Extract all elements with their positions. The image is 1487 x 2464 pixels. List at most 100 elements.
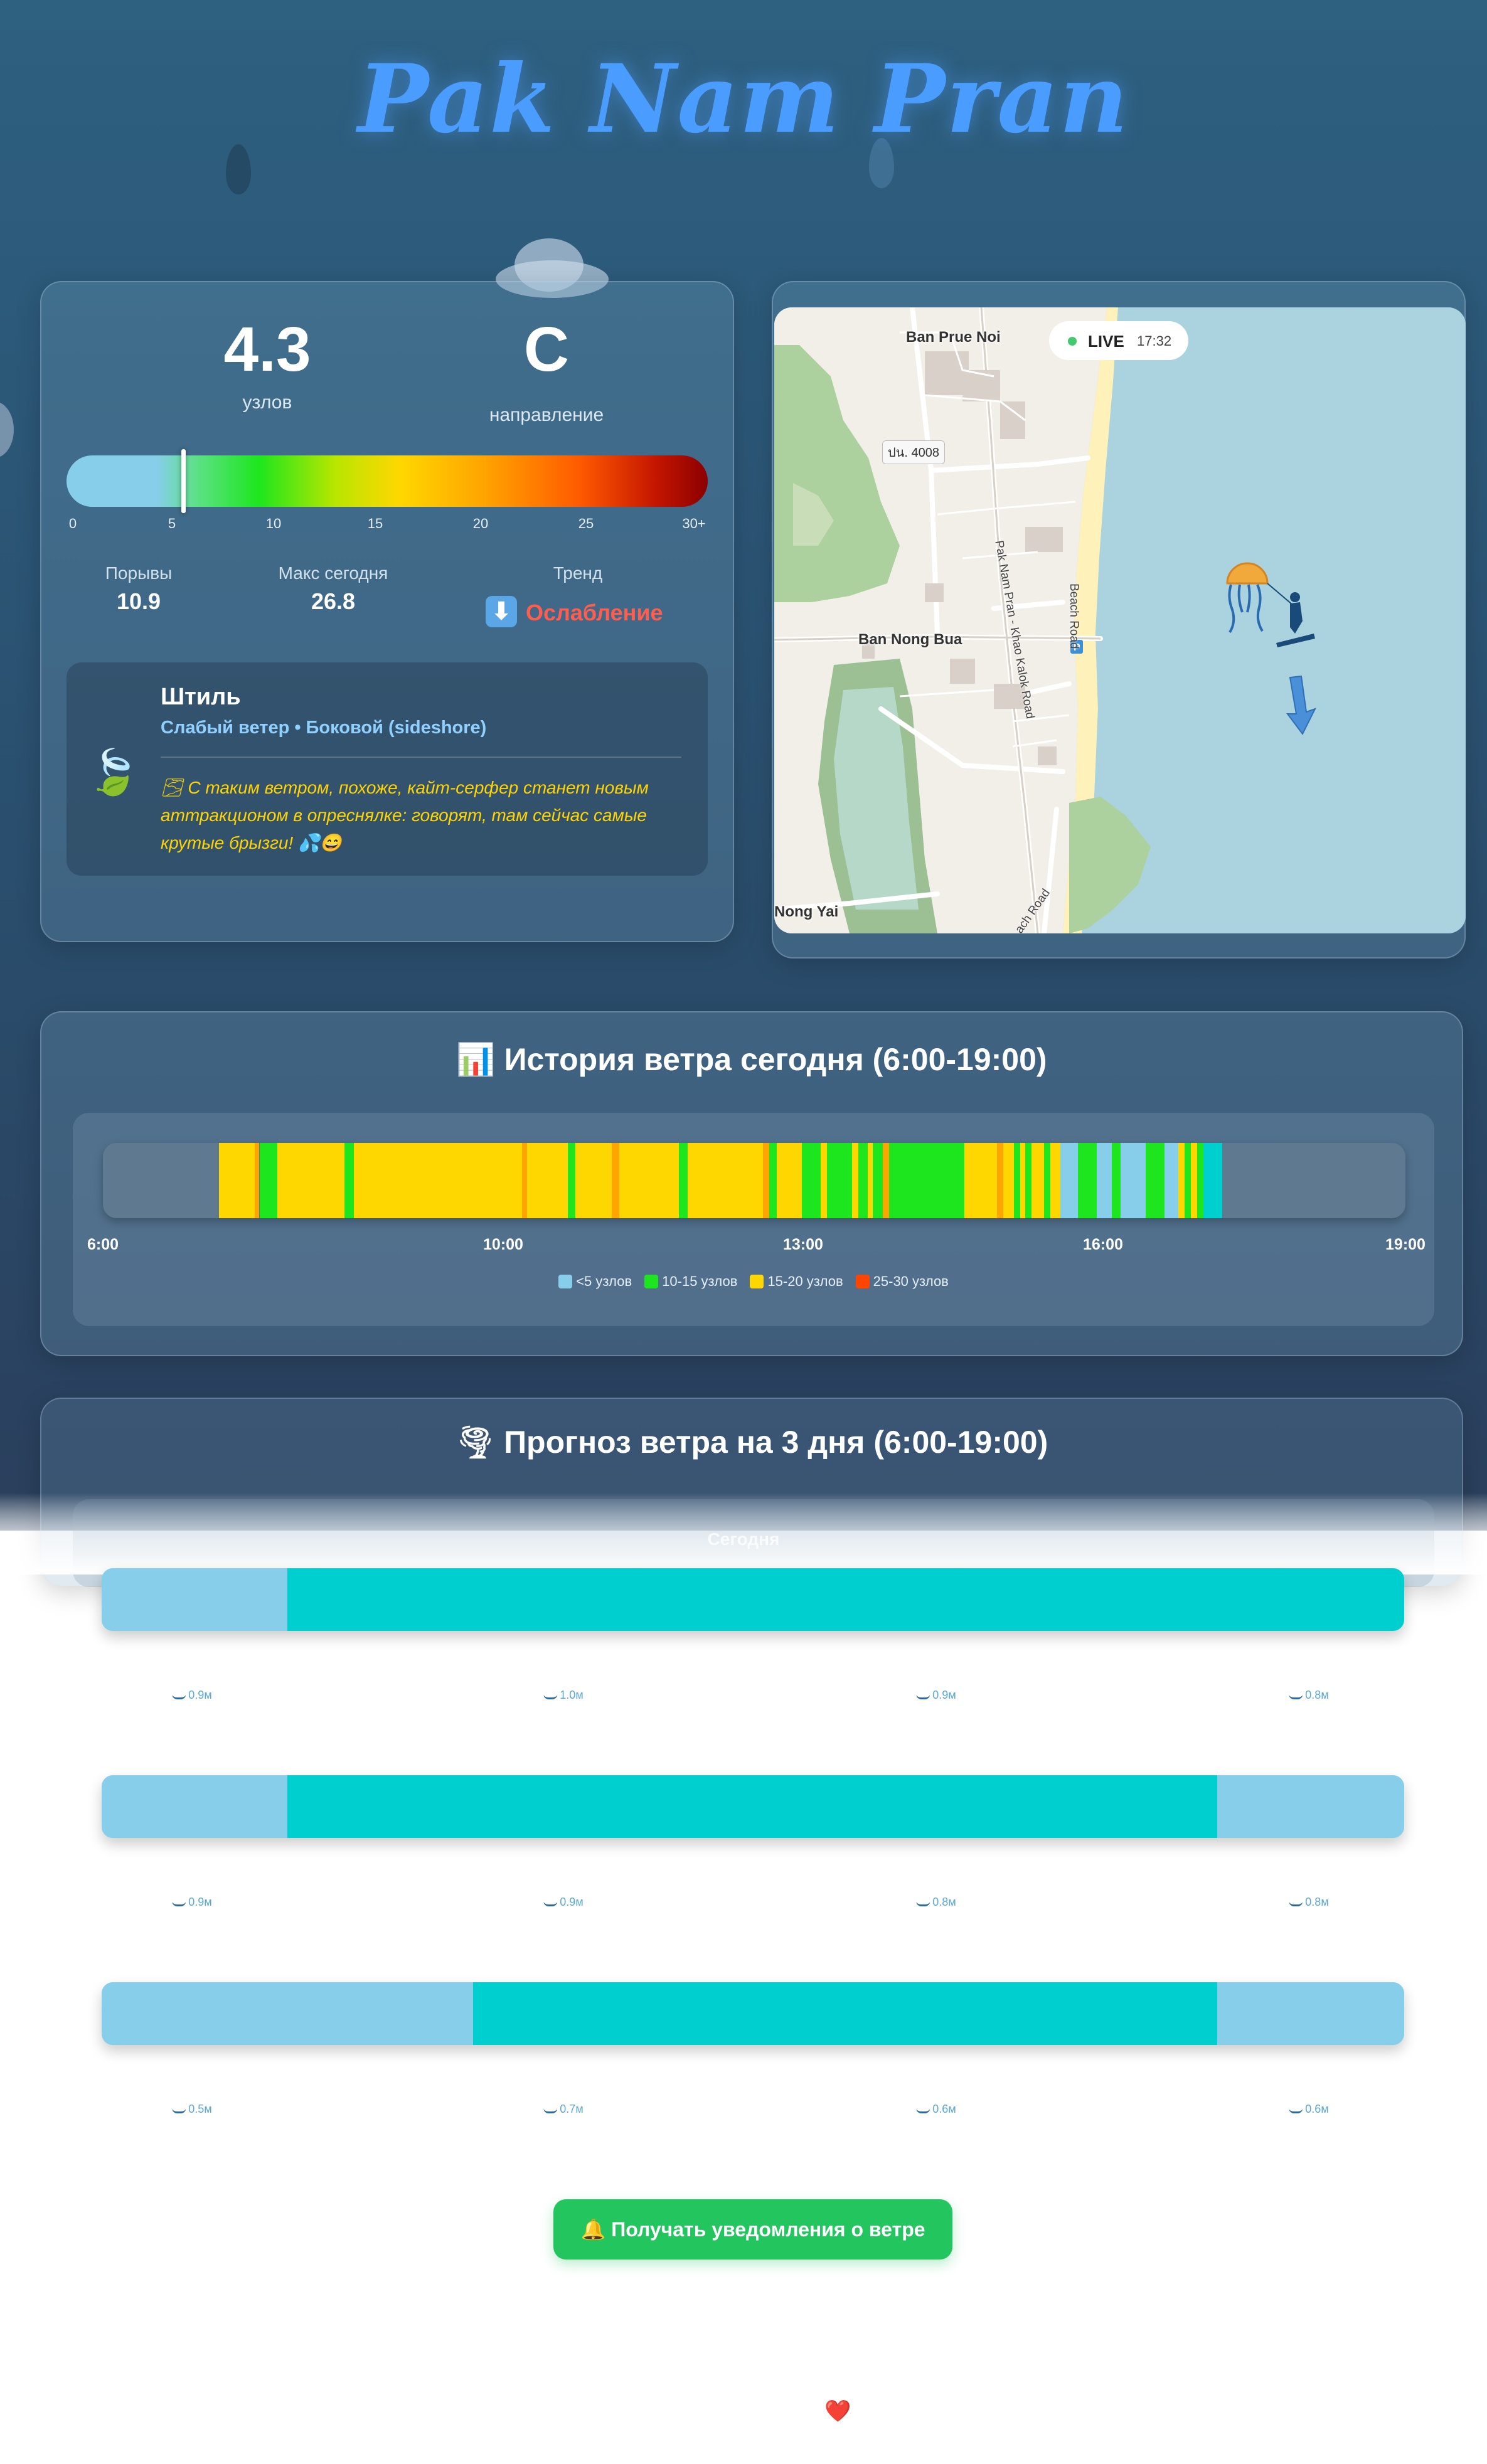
history-timeline[interactable] xyxy=(103,1143,1405,1218)
history-segment xyxy=(619,1143,679,1218)
history-tick-label: 10:00 xyxy=(483,1236,523,1253)
legend-label: <5 узлов xyxy=(576,1273,632,1289)
legend-swatch xyxy=(750,1275,764,1288)
forecast-segment xyxy=(102,1982,473,2045)
max-today-value: 26.8 xyxy=(311,588,356,614)
history-segment xyxy=(769,1143,777,1218)
wind-speed-scale xyxy=(67,449,708,513)
forecast-day-bar[interactable] xyxy=(102,1775,1404,1838)
history-segment xyxy=(1185,1143,1191,1218)
wave-height: 0.9м xyxy=(172,1689,212,1702)
wave-height-label: 1.0м xyxy=(560,1689,584,1701)
wave-height-label: 0.8м xyxy=(1305,1689,1329,1701)
history-tick-label: 13:00 xyxy=(783,1236,823,1253)
history-tick-label: 6:00 xyxy=(87,1236,119,1253)
legend-item: 10-15 узлов xyxy=(644,1273,737,1290)
scale-tick-label: 15 xyxy=(367,516,383,531)
condition-description: 🌫 С таким ветром, похоже, кайт-серфер ст… xyxy=(161,778,649,852)
history-segment xyxy=(1146,1143,1165,1218)
history-segment xyxy=(354,1143,522,1218)
page-title: Pak Nam Pran xyxy=(358,44,1129,154)
forecast-day-bar[interactable] xyxy=(102,1982,1404,2045)
history-segment xyxy=(1121,1143,1146,1218)
arrow-down-icon: ⬇ xyxy=(486,596,517,627)
live-label: LIVE xyxy=(1088,332,1124,351)
forecast-segment xyxy=(473,1982,1217,2045)
wave-icon xyxy=(543,1898,558,1906)
history-segment xyxy=(1112,1143,1121,1218)
heart-icon: ❤️ xyxy=(824,2399,851,2423)
max-today-label: Макс сегодня xyxy=(278,563,388,583)
history-segment xyxy=(821,1143,827,1218)
history-tick-label: 16:00 xyxy=(1083,1236,1123,1253)
current-wind-card: 4.3 узлов С направление 0 5 10 15 20 25 30+ По… xyxy=(40,281,734,942)
forecast-title: 🌪 Прогноз ветра на 3 дня (6:00-19:00) xyxy=(455,1425,1048,1460)
wave-height: 0.5м xyxy=(172,2103,212,2116)
history-segment xyxy=(679,1143,688,1218)
forecast-today-label: Сегодня xyxy=(707,1529,780,1549)
wave-height-label: 0.9м xyxy=(560,1896,584,1908)
history-legend: <5 узлов 10-15 узлов 15-20 узлов 25-30 узло… xyxy=(73,1273,1434,1290)
rain-drop-icon xyxy=(226,144,251,194)
condition-title: Штиль xyxy=(161,684,241,710)
wave-icon xyxy=(916,1898,930,1906)
wave-height-label: 0.6м xyxy=(1305,2103,1329,2115)
live-time: 17:32 xyxy=(1137,333,1172,349)
history-segment xyxy=(1050,1143,1060,1218)
map-label-ban-prue-noi: Ban Prue Noi xyxy=(906,329,1001,346)
history-segment xyxy=(883,1143,889,1218)
wave-height-label: 0.9м xyxy=(188,1689,212,1701)
history-segment xyxy=(858,1143,868,1218)
history-segment xyxy=(219,1143,255,1218)
wave-height: 1.0м xyxy=(543,1689,584,1702)
history-segment xyxy=(527,1143,568,1218)
wave-icon xyxy=(172,1691,186,1699)
forecast-segment xyxy=(102,1775,287,1838)
history-segment xyxy=(1060,1143,1078,1218)
wind-speed-unit: узлов xyxy=(242,392,292,413)
cloud-icon xyxy=(489,232,615,301)
map-label-beach-road: Beach Road xyxy=(1067,583,1080,649)
history-segment xyxy=(1165,1143,1178,1218)
history-segment xyxy=(1025,1143,1031,1218)
legend-label: 15-20 узлов xyxy=(767,1273,843,1289)
forecast-segment xyxy=(1217,1982,1404,2045)
history-segment xyxy=(827,1143,852,1218)
history-segment xyxy=(575,1143,612,1218)
history-segment xyxy=(1097,1143,1112,1218)
history-segment xyxy=(1197,1143,1203,1218)
kitesurfer-jellyfish-icon[interactable] xyxy=(1226,562,1315,647)
scale-tick-label: 5 xyxy=(168,516,176,531)
history-segment xyxy=(763,1143,769,1218)
map-label-ban-nong-bua: Ban Nong Bua xyxy=(858,631,962,648)
notify-button[interactable]: 🔔 Получать уведомления о ветре xyxy=(553,2199,952,2260)
wave-height-label: 0.6м xyxy=(932,2103,956,2115)
history-segment xyxy=(997,1143,1003,1218)
wave-height-label: 0.8м xyxy=(932,1896,956,1908)
history-segment xyxy=(255,1143,259,1218)
wave-icon xyxy=(172,2105,186,2113)
scale-tick-label: 30+ xyxy=(682,516,706,531)
wave-height: 0.6м xyxy=(1289,2103,1329,2116)
live-indicator-icon xyxy=(1068,337,1077,346)
legend-swatch xyxy=(558,1275,573,1288)
history-segment xyxy=(1031,1143,1044,1218)
divider xyxy=(161,757,681,758)
wave-icon xyxy=(1289,1691,1303,1699)
history-segment xyxy=(868,1143,873,1218)
svg-text:P: P xyxy=(1074,642,1080,653)
history-panel: 6:00 10:00 13:00 16:00 19:00 <5 узлов 10-15 у… xyxy=(73,1113,1434,1326)
wave-height: 0.9м xyxy=(543,1896,584,1909)
condition-subtitle: Слабый ветер • Боковой (sideshore) xyxy=(161,718,487,738)
map-card: P Ban Pru xyxy=(772,281,1466,959)
history-segment xyxy=(852,1143,858,1218)
wave-icon xyxy=(1289,1898,1303,1906)
trend-value: Ослабление xyxy=(526,600,663,625)
forecast-fade xyxy=(0,1493,1487,1575)
live-badge: LIVE 17:32 xyxy=(1049,321,1188,360)
wind-scale-ticks: 0 5 10 15 20 25 30+ xyxy=(67,516,708,534)
forecast-day-bar[interactable] xyxy=(102,1568,1404,1631)
legend-label: 10-15 узлов xyxy=(662,1273,738,1289)
scale-tick-label: 20 xyxy=(472,516,489,531)
map[interactable]: P Ban Pru xyxy=(774,307,1466,933)
